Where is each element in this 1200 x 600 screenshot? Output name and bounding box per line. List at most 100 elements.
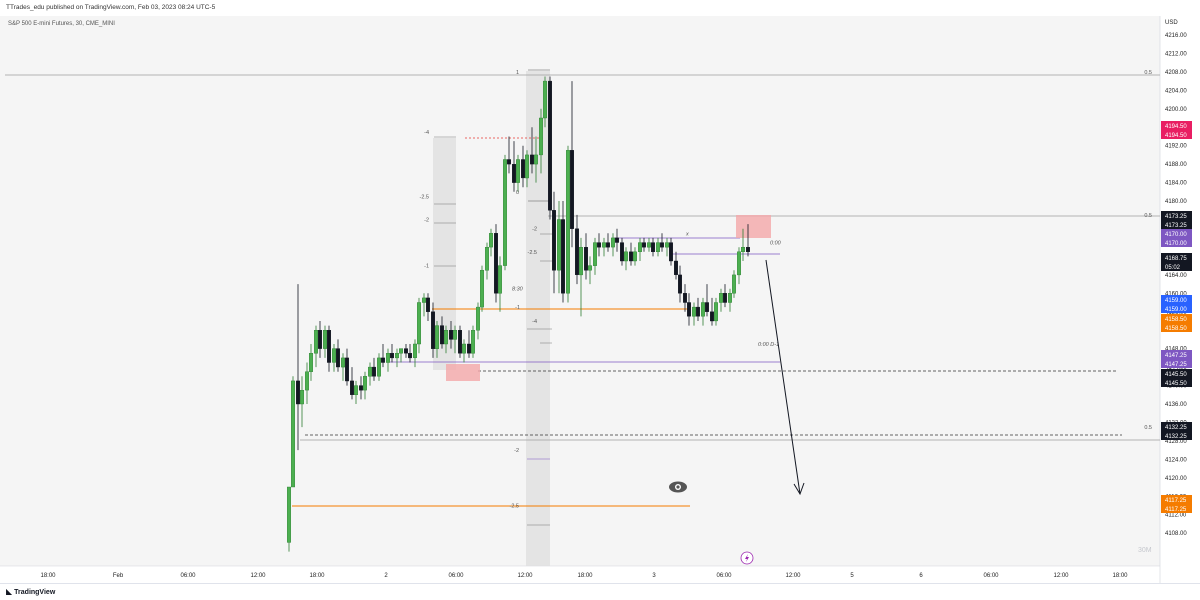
- price-badge-label: 4168.75: [1165, 256, 1187, 262]
- price-tick-label: 4208.00: [1165, 70, 1187, 76]
- fib-level-label: 1: [516, 70, 519, 76]
- candle-body: [683, 293, 688, 303]
- candle-body: [354, 385, 359, 396]
- candle-body: [327, 330, 332, 363]
- candle-body: [426, 297, 431, 312]
- time-tick-label: 18:00: [1112, 573, 1128, 579]
- time-tick-label: 2: [384, 573, 388, 579]
- price-badge-label: 4194.50: [1165, 133, 1187, 139]
- price-tick-label: 4204.00: [1165, 88, 1187, 94]
- candle-body: [408, 353, 413, 359]
- price-tick-label: 4124.00: [1165, 457, 1187, 463]
- candle-body: [678, 274, 683, 294]
- price-tick-label: 4192.00: [1165, 144, 1187, 150]
- candle-body: [660, 242, 665, 248]
- fib-level-label: -4: [424, 130, 429, 136]
- time-tick-label: 6: [919, 573, 923, 579]
- candle-body: [732, 274, 737, 294]
- chart-area[interactable]: S&P 500 E-mini Futures, 30, CME_MINI USD: [0, 16, 1200, 583]
- candle-body: [548, 80, 553, 211]
- candle-body: [620, 242, 625, 262]
- candle-body: [606, 242, 611, 248]
- price-badge: [1161, 130, 1192, 139]
- candle-body: [543, 80, 548, 119]
- candle-body: [561, 219, 566, 294]
- fib-level-label: -2.5: [528, 250, 537, 256]
- price-tick-label: 4212.00: [1165, 52, 1187, 58]
- price-badge-label: 4194.50: [1165, 124, 1187, 130]
- candle-body: [377, 357, 382, 377]
- time-tick-label: 12:00: [1053, 573, 1069, 579]
- candle-body: [701, 302, 706, 317]
- candle-body: [314, 330, 319, 354]
- candle-body: [611, 237, 616, 248]
- currency-label: USD: [1165, 20, 1178, 26]
- price-badge-label: 05:02: [1165, 265, 1181, 271]
- candle-body: [705, 302, 710, 312]
- time-tick-label: 12:00: [785, 573, 801, 579]
- price-badge-label: 4173.25: [1165, 223, 1187, 229]
- eye-icon[interactable]: [669, 481, 687, 493]
- price-badge-label: 4145.50: [1165, 381, 1187, 387]
- candle-body: [602, 242, 607, 248]
- candle-body: [642, 242, 647, 248]
- candle-body: [597, 242, 602, 248]
- candle-body: [530, 154, 535, 165]
- brand-label: TradingView: [14, 589, 56, 596]
- time-axis[interactable]: [0, 566, 1160, 583]
- candle-body: [476, 306, 481, 331]
- time-tick-label: 18:00: [309, 573, 325, 579]
- lightning-icon[interactable]: [740, 551, 754, 565]
- candle-body: [665, 242, 670, 248]
- price-badge: [1161, 229, 1192, 238]
- candle-body: [431, 311, 436, 349]
- price-chart-svg[interactable]: S&P 500 E-mini Futures, 30, CME_MINI USD: [0, 16, 1200, 583]
- price-tick-label: 4160.00: [1165, 291, 1187, 297]
- price-tick-label: 4164.00: [1165, 273, 1187, 279]
- price-badge: [1161, 359, 1192, 368]
- candle-body: [669, 242, 674, 262]
- candle-body: [381, 357, 386, 363]
- interval-watermark: 30M: [1138, 547, 1152, 554]
- time-tick-label: 12:00: [517, 573, 533, 579]
- candle-body: [593, 242, 598, 266]
- candle-body: [588, 265, 593, 271]
- price-badge: [1161, 253, 1192, 262]
- price-badge-label: 4132.25: [1165, 425, 1187, 431]
- session-time-label: 0:00: [770, 241, 782, 247]
- candle-body: [566, 150, 571, 294]
- candle-body: [737, 251, 742, 276]
- price-badge: [1161, 304, 1192, 313]
- price-tick-label: 4120.00: [1165, 476, 1187, 482]
- fib-level-label: 0: [516, 190, 519, 196]
- candle-body: [728, 293, 733, 303]
- session-highlight-left: [433, 138, 456, 370]
- candle-body: [350, 380, 355, 395]
- candle-body: [651, 242, 656, 253]
- candle-body: [458, 330, 463, 354]
- candle-body: [710, 311, 715, 322]
- candle-body: [723, 293, 728, 303]
- price-tick-label: 4180.00: [1165, 199, 1187, 205]
- candle-body: [534, 154, 539, 165]
- candle-body: [521, 159, 526, 179]
- time-tick-label: 06:00: [448, 573, 464, 579]
- price-badge: [1161, 504, 1192, 513]
- session-time-label: 8:30: [512, 287, 524, 293]
- candle-body: [696, 306, 701, 317]
- price-tick-label: 4188.00: [1165, 162, 1187, 168]
- price-tick-label: 4128.00: [1165, 439, 1187, 445]
- fvg-box-lower: [446, 364, 480, 381]
- candle-body: [512, 163, 517, 183]
- price-tick-label: 4148.00: [1165, 347, 1187, 353]
- candle-body: [296, 380, 301, 405]
- time-tick-label: 12:00: [250, 573, 266, 579]
- price-badge-label: 4158.50: [1165, 317, 1187, 323]
- candle-body: [462, 343, 467, 354]
- tradingview-logo[interactable]: ◣ TradingView: [6, 587, 55, 596]
- projection-arrow: [765, 259, 805, 496]
- time-axis-labels: 18:00 Feb 06:00 12:00 18:00 2 06:00 12:00 18:00 3…: [40, 573, 1128, 579]
- session-time-label: 0:00 D-1: [758, 342, 779, 348]
- candle-body: [480, 269, 485, 308]
- candle-body: [624, 251, 629, 262]
